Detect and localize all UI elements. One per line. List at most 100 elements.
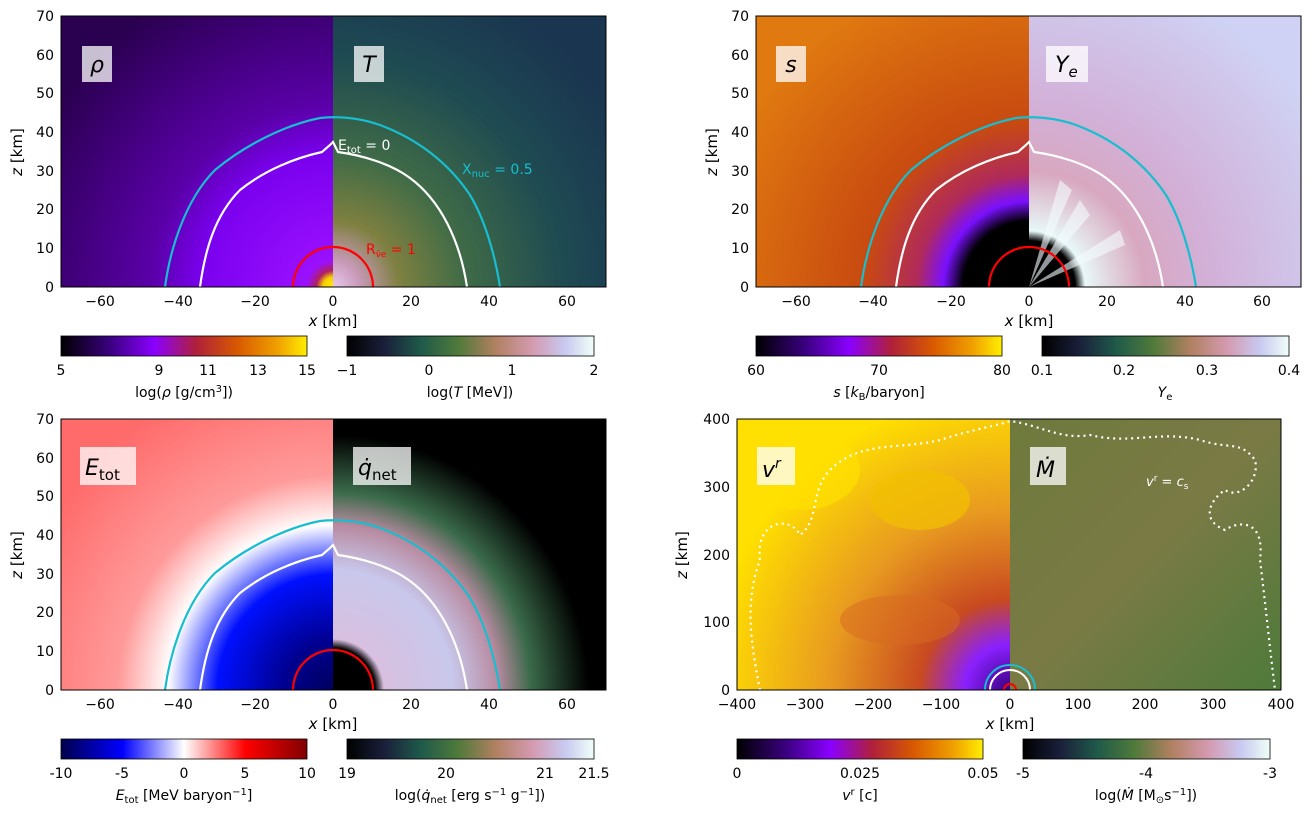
svg-text:11: 11 xyxy=(199,363,217,379)
colorbar-Mdot xyxy=(1022,738,1271,760)
svg-text:0.025: 0.025 xyxy=(840,766,880,782)
svg-text:400: 400 xyxy=(1268,697,1295,713)
svg-text:−40: −40 xyxy=(858,294,888,310)
colorbar-s xyxy=(755,335,1003,357)
xlabel-bl: x [km] xyxy=(308,715,358,733)
svg-text:−20: −20 xyxy=(936,294,966,310)
svg-text:-3: -3 xyxy=(1263,766,1277,782)
contour-rnu-tr xyxy=(987,245,1071,287)
contour-inner-white xyxy=(989,669,1031,690)
ylabel-br: z [km] xyxy=(673,531,691,580)
svg-text:70: 70 xyxy=(731,9,749,25)
svg-text:0.3: 0.3 xyxy=(1196,363,1218,379)
svg-text:13: 13 xyxy=(249,363,267,379)
panel-s-Ye: s Ye −60 −40 −20 0 20 40 60 0 10 20 30 4… xyxy=(703,9,1302,403)
panel-vr-Mdot: vr Ṁ vr = cs −400 −300 −200 −100 0 100 2… xyxy=(673,412,1294,806)
svg-text:-5: -5 xyxy=(1016,766,1030,782)
svg-text:2: 2 xyxy=(590,363,599,379)
svg-text:9: 9 xyxy=(155,363,164,379)
svg-text:70: 70 xyxy=(36,9,54,25)
svg-text:−40: −40 xyxy=(163,697,193,713)
xticks-bl: −60 −40 −20 0 20 40 60 xyxy=(85,697,576,713)
colorbar-s-label: s [kB/baryon] xyxy=(833,385,924,403)
svg-text:50: 50 xyxy=(36,489,54,505)
svg-text:10: 10 xyxy=(36,241,54,257)
svg-text:21: 21 xyxy=(536,766,554,782)
contour-xnuc-bl xyxy=(163,519,502,690)
contour-xnuc-tr xyxy=(859,116,1198,287)
svg-text:50: 50 xyxy=(36,86,54,102)
svg-text:−20: −20 xyxy=(240,697,270,713)
svg-text:20: 20 xyxy=(731,202,749,218)
svg-text:70: 70 xyxy=(870,363,888,379)
colorbar-Etot-ticks: -10 -5 0 5 10 xyxy=(50,766,316,782)
svg-text:10: 10 xyxy=(731,241,749,257)
xticks-br: −400 −300 −200 −100 0 100 200 300 400 xyxy=(718,697,1295,713)
svg-text:20: 20 xyxy=(402,697,420,713)
colorbar-Etot xyxy=(60,738,308,760)
contour-etot xyxy=(198,140,469,287)
colorbar-vr-ticks: 0 0.025 0.05 xyxy=(733,766,999,782)
panel-Etot-qnet: Etot q̇net −60 −40 −20 0 20 40 60 0 10 2… xyxy=(8,412,610,806)
contour-inner-cyan xyxy=(984,664,1036,690)
ylabel-bl: z [km] xyxy=(8,531,26,580)
svg-text:-5: -5 xyxy=(115,766,129,782)
svg-text:60: 60 xyxy=(747,363,765,379)
contour-etot-tr xyxy=(894,140,1165,287)
svg-text:60: 60 xyxy=(36,451,54,467)
annot-sonic: vr = cs xyxy=(1146,474,1189,492)
svg-text:100: 100 xyxy=(1065,697,1092,713)
yticks-tr: 0 10 20 30 40 50 60 70 xyxy=(731,9,749,296)
svg-text:30: 30 xyxy=(36,164,54,180)
svg-text:-10: -10 xyxy=(50,766,73,782)
xlabel-br: x [km] xyxy=(985,715,1035,733)
colorbar-s-ticks: 60 70 80 xyxy=(747,363,1011,379)
svg-text:60: 60 xyxy=(731,48,749,64)
xlabel-tr: x [km] xyxy=(1004,312,1054,330)
svg-text:0.2: 0.2 xyxy=(1113,363,1135,379)
svg-text:100: 100 xyxy=(703,615,730,631)
colorbar-T-ticks: −1 0 1 2 xyxy=(337,363,599,379)
colorbar-T xyxy=(346,335,595,357)
svg-text:5: 5 xyxy=(241,766,250,782)
contour-sonic xyxy=(749,419,1277,690)
svg-text:0: 0 xyxy=(740,280,749,296)
svg-text:300: 300 xyxy=(703,480,730,496)
svg-text:40: 40 xyxy=(731,125,749,141)
svg-text:−60: −60 xyxy=(85,294,115,310)
colorbar-rho xyxy=(60,335,308,357)
xticks-tl: −60 −40 −20 0 20 40 60 xyxy=(85,294,576,310)
contour-inner-red xyxy=(1003,683,1017,690)
yticks-bl: 0 10 20 30 40 50 60 70 xyxy=(36,412,54,699)
svg-text:-4: -4 xyxy=(1139,766,1153,782)
svg-text:40: 40 xyxy=(36,528,54,544)
colorbar-rho-ticks: 5 9 11 13 15 xyxy=(57,363,316,379)
svg-text:0: 0 xyxy=(425,363,434,379)
svg-text:20: 20 xyxy=(402,294,420,310)
colorbar-T-label: log(T [MeV]) xyxy=(427,385,513,401)
svg-text:60: 60 xyxy=(1253,294,1271,310)
svg-text:0.05: 0.05 xyxy=(967,766,998,782)
colorbar-Ye xyxy=(1041,335,1290,357)
svg-text:−300: −300 xyxy=(786,697,824,713)
label-Mdot: Ṁ xyxy=(1036,457,1055,483)
label-T: T xyxy=(362,53,377,78)
svg-text:19: 19 xyxy=(338,766,356,782)
annot-rnu: Rν̄e = 1 xyxy=(366,242,416,260)
svg-text:40: 40 xyxy=(36,125,54,141)
colorbar-qnet xyxy=(346,738,595,760)
svg-text:20: 20 xyxy=(1098,294,1116,310)
svg-text:30: 30 xyxy=(36,567,54,583)
svg-text:40: 40 xyxy=(480,697,498,713)
ylabel-tr: z [km] xyxy=(703,128,721,177)
colorbar-vr-label: vr [c] xyxy=(842,787,878,804)
colorbar-vr xyxy=(736,738,984,760)
svg-text:5: 5 xyxy=(57,363,66,379)
svg-text:−60: −60 xyxy=(85,697,115,713)
svg-text:15: 15 xyxy=(298,363,316,379)
svg-text:20: 20 xyxy=(437,766,455,782)
svg-text:−1: −1 xyxy=(337,363,358,379)
svg-text:20: 20 xyxy=(36,202,54,218)
svg-text:40: 40 xyxy=(1176,294,1194,310)
